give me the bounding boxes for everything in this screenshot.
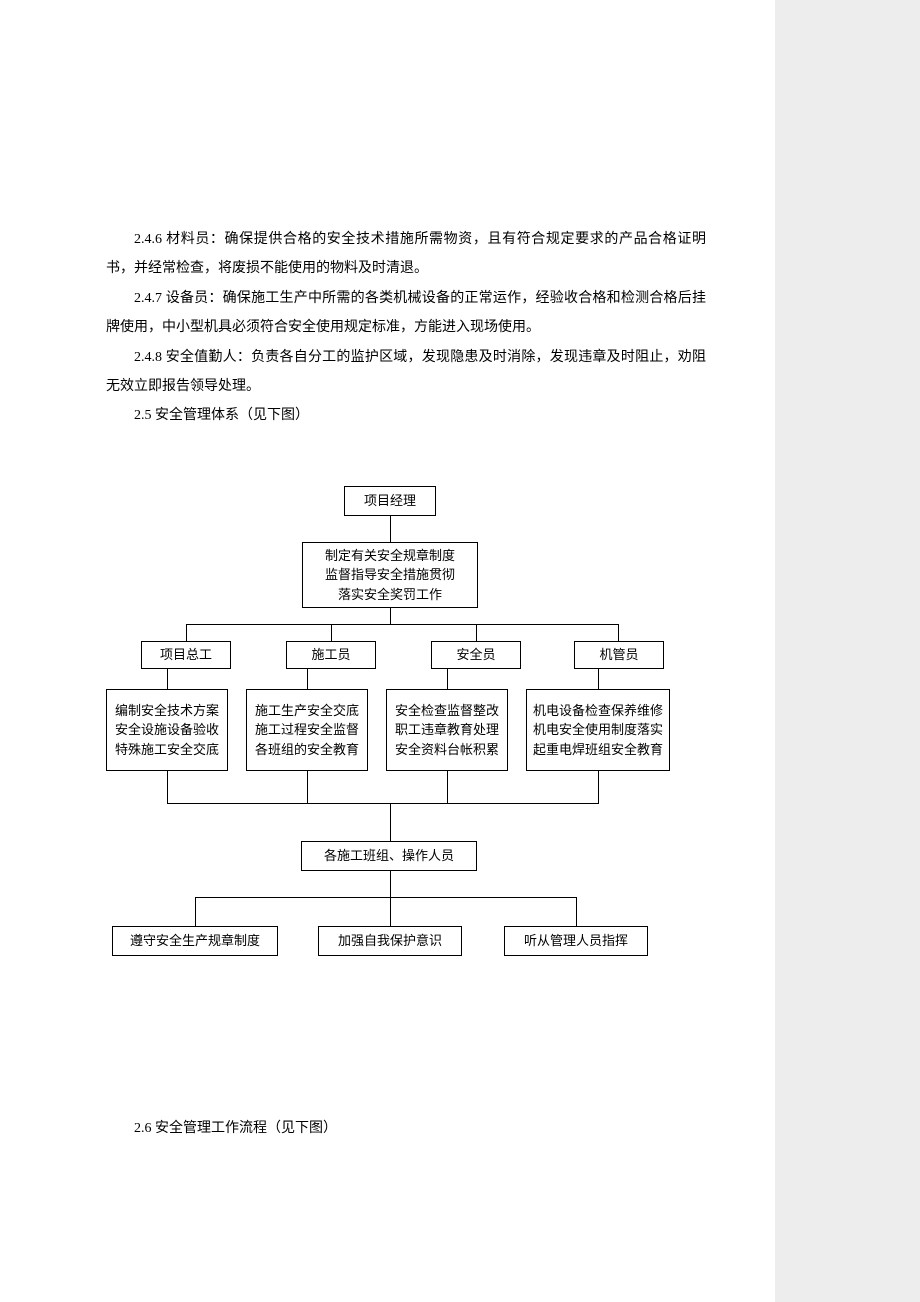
node-chief-eng: 项目总工 (141, 641, 231, 669)
edge (167, 669, 168, 689)
edge (167, 803, 599, 804)
node-desc-a: 编制安全技术方案安全设施设备验收特殊施工安全交底 (106, 689, 228, 771)
edge (307, 669, 308, 689)
node-desc-c: 安全检查监督整改职工违章教育处理安全资料台帐积累 (386, 689, 508, 771)
node-pm: 项目经理 (344, 486, 436, 516)
para-246: 2.4.6 材料员：确保提供合格的安全技术措施所需物资，且有符合规定要求的产品合… (106, 225, 706, 284)
node-rule-c: 听从管理人员指挥 (504, 926, 648, 956)
footer-text: 2.6 安全管理工作流程（见下图） (106, 1114, 706, 1143)
node-rule-b: 加强自我保护意识 (318, 926, 462, 956)
edge (390, 516, 391, 542)
edge (186, 624, 618, 625)
node-rule-a: 遵守安全生产规章制度 (112, 926, 278, 956)
node-desc-b: 施工生产安全交底施工过程安全监督各班组的安全教育 (246, 689, 368, 771)
para-25: 2.5 安全管理体系（见下图） (106, 401, 706, 430)
node-safety: 安全员 (431, 641, 521, 669)
node-desc-d: 机电设备检查保养维修机电安全使用制度落实起重电焊班组安全教育 (526, 689, 670, 771)
edge (167, 771, 168, 803)
edge (447, 669, 448, 689)
edge (390, 871, 391, 897)
para-26: 2.6 安全管理工作流程（见下图） (106, 1114, 706, 1143)
edge (476, 624, 477, 641)
edge (195, 897, 577, 898)
edge (618, 624, 619, 641)
edge (576, 897, 577, 926)
edge (390, 608, 391, 624)
edge (186, 624, 187, 641)
page: 2.4.6 材料员：确保提供合格的安全技术措施所需物资，且有符合规定要求的产品合… (0, 0, 775, 1302)
node-constructor: 施工员 (286, 641, 376, 669)
edge (331, 624, 332, 641)
edge (447, 771, 448, 803)
edge (390, 803, 391, 841)
edge (195, 897, 196, 926)
node-policy: 制定有关安全规章制度 监督指导安全措施贯彻 落实安全奖罚工作 (302, 542, 478, 608)
edge (390, 897, 391, 926)
org-flowchart: 项目经理 制定有关安全规章制度 监督指导安全措施贯彻 落实安全奖罚工作 项目总工… (86, 486, 706, 966)
body-text: 2.4.6 材料员：确保提供合格的安全技术措施所需物资，且有符合规定要求的产品合… (106, 225, 706, 431)
edge (307, 771, 308, 803)
node-machine: 机管员 (574, 641, 664, 669)
edge (598, 771, 599, 803)
para-247: 2.4.7 设备员：确保施工生产中所需的各类机械设备的正常运作，经验收合格和检测… (106, 284, 706, 343)
edge (598, 669, 599, 689)
para-248: 2.4.8 安全值勤人：负责各自分工的监护区域，发现隐患及时消除，发现违章及时阻… (106, 343, 706, 402)
node-teams: 各施工班组、操作人员 (301, 841, 477, 871)
